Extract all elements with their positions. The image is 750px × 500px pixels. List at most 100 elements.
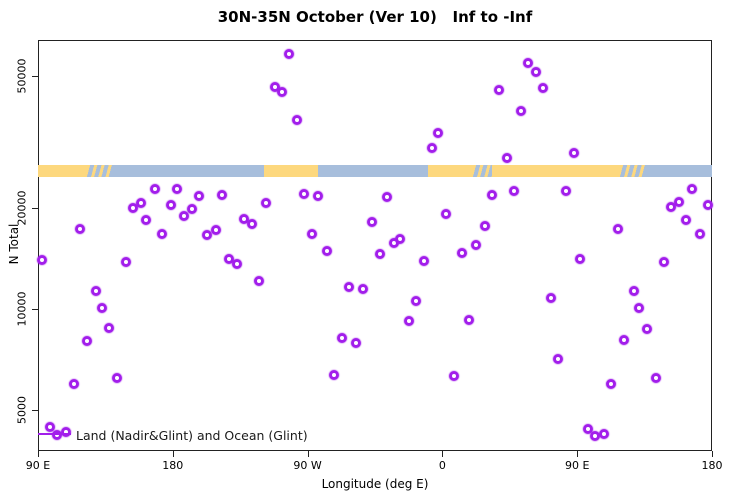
data-point xyxy=(418,256,429,267)
band-segment-mixed xyxy=(87,165,113,177)
data-point xyxy=(463,314,474,325)
data-point xyxy=(306,229,317,240)
x-tick-label: 90 E xyxy=(564,459,590,472)
data-point xyxy=(619,335,630,346)
data-point xyxy=(291,115,302,126)
data-point xyxy=(91,286,102,296)
data-point xyxy=(673,197,684,207)
y-tick-label: 50000 xyxy=(15,58,29,94)
data-point xyxy=(628,285,639,296)
data-point xyxy=(68,379,79,390)
x-tick xyxy=(38,451,39,457)
data-point xyxy=(186,203,197,214)
x-tick-label: 0 xyxy=(438,459,446,472)
chart-title: 30N-35N October (Ver 10) Inf to -Inf xyxy=(217,8,533,26)
data-point xyxy=(516,106,527,117)
band-segment-mixed xyxy=(619,165,645,177)
x-tick xyxy=(172,451,174,457)
data-point xyxy=(575,254,586,265)
data-point xyxy=(328,370,339,381)
band-segment-ocean xyxy=(112,165,265,177)
x-tick xyxy=(307,451,309,457)
data-point xyxy=(433,128,444,139)
data-point xyxy=(530,67,541,78)
data-point xyxy=(695,229,706,240)
data-point xyxy=(276,86,287,97)
data-point xyxy=(582,424,593,435)
data-point xyxy=(358,283,369,294)
data-point xyxy=(598,428,609,439)
data-point xyxy=(508,185,519,196)
data-point xyxy=(321,245,332,256)
data-point xyxy=(136,197,147,208)
data-point xyxy=(269,81,280,92)
data-point xyxy=(456,247,467,258)
legend-label: Land (Nadir&Glint) and Ocean (Glint) xyxy=(76,428,308,443)
data-point xyxy=(545,293,556,304)
data-point xyxy=(426,142,437,153)
data-point xyxy=(606,379,617,390)
data-point xyxy=(561,185,572,196)
data-point xyxy=(553,354,564,365)
data-point xyxy=(642,323,653,334)
data-point xyxy=(523,57,534,68)
data-point xyxy=(112,373,123,384)
y-tick-label: 10000 xyxy=(15,291,29,327)
data-point xyxy=(232,258,243,269)
band-segment-ocean xyxy=(644,165,712,177)
data-point xyxy=(403,315,414,326)
x-tick-label: 180 xyxy=(701,459,723,472)
data-point xyxy=(344,281,355,292)
data-point xyxy=(686,183,697,194)
data-point xyxy=(97,302,108,313)
data-point xyxy=(374,249,385,259)
data-point xyxy=(202,230,213,241)
data-point xyxy=(381,192,392,203)
y-tick xyxy=(32,75,38,77)
band-segment-land xyxy=(427,165,473,177)
band-segment-land xyxy=(491,165,620,177)
data-point xyxy=(253,275,264,286)
data-point xyxy=(703,200,714,211)
data-point xyxy=(471,240,482,251)
data-point xyxy=(36,254,47,265)
data-point xyxy=(395,234,406,245)
band-segment-mixed xyxy=(472,165,492,177)
data-point xyxy=(650,373,661,384)
land-ocean-band xyxy=(38,165,712,177)
data-point xyxy=(336,333,347,344)
x-tick-label: 180 xyxy=(162,459,184,472)
data-point xyxy=(493,84,504,95)
data-point xyxy=(44,422,55,433)
x-tick xyxy=(442,451,444,457)
data-point xyxy=(210,224,221,235)
data-point xyxy=(680,214,691,225)
data-point xyxy=(194,191,205,202)
x-tick-label: 90 E xyxy=(25,459,51,472)
data-point xyxy=(351,338,362,349)
band-segment-ocean xyxy=(318,165,428,177)
data-point xyxy=(82,335,93,346)
legend-line-sample xyxy=(38,433,71,435)
data-point xyxy=(179,210,190,221)
data-point xyxy=(479,220,490,231)
x-axis-title: Longitude (deg E) xyxy=(321,477,429,491)
y-tick xyxy=(32,409,38,411)
data-point xyxy=(246,218,257,229)
data-point xyxy=(216,190,227,201)
data-point xyxy=(568,147,579,158)
data-point xyxy=(441,209,452,219)
data-point xyxy=(75,224,86,235)
x-tick xyxy=(577,451,579,457)
data-point xyxy=(366,217,377,228)
data-point xyxy=(284,49,295,60)
data-point xyxy=(157,229,168,240)
data-point xyxy=(411,295,422,306)
data-point xyxy=(104,323,115,334)
data-point xyxy=(127,202,138,213)
y-tick-label: 5000 xyxy=(15,395,29,424)
data-point xyxy=(612,224,623,235)
data-point xyxy=(149,184,160,195)
data-point xyxy=(171,184,182,195)
